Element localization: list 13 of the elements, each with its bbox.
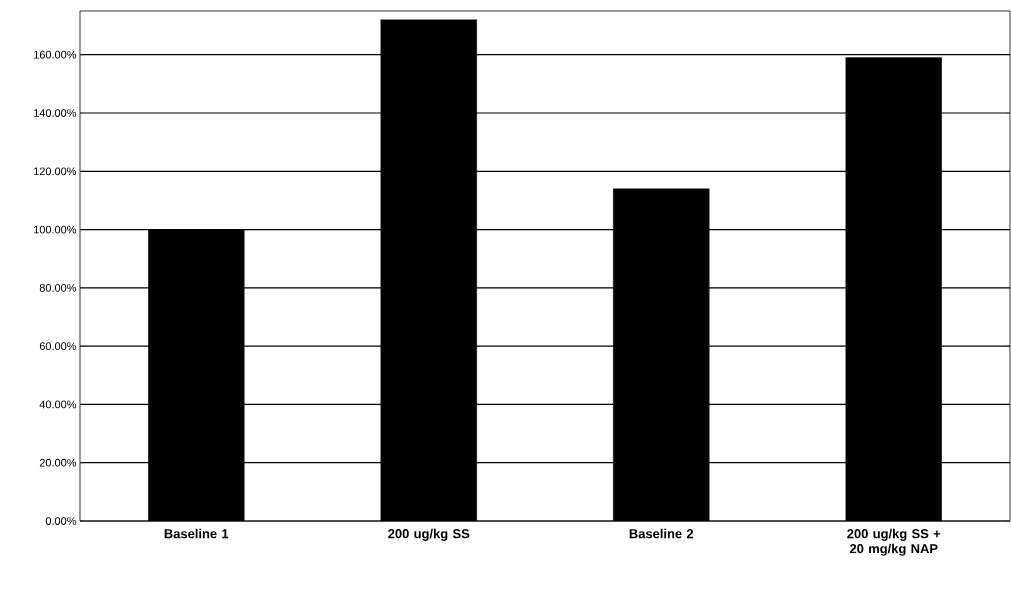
- y-tick-label: 40.00%: [39, 400, 77, 409]
- y-tick-label: 80.00%: [39, 283, 77, 292]
- x-tick-label: 200 ug/kg SS: [388, 528, 470, 541]
- y-tick-label: 140.00%: [34, 109, 77, 117]
- y-tick-label: 60.00%: [39, 342, 77, 351]
- x-tick-label: 200 ug/kg SS + 20 mg/kg NAP: [847, 528, 941, 556]
- y-tick-label: 20.00%: [39, 458, 77, 467]
- y-tick-label: 160.00%: [34, 50, 77, 59]
- y-tick-label: 100.00%: [34, 225, 77, 234]
- y-tick-label: 120.00%: [34, 167, 77, 176]
- x-tick-label: Baseline 1: [164, 528, 229, 539]
- y-tick-label: 0.00%: [45, 517, 77, 525]
- x-tick-label: Baseline 2: [629, 528, 694, 539]
